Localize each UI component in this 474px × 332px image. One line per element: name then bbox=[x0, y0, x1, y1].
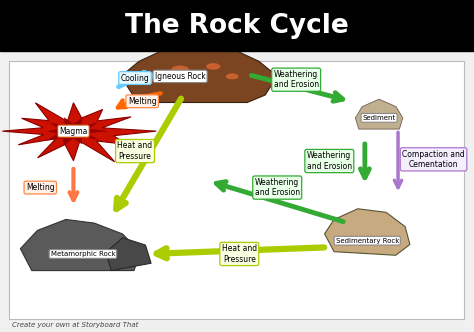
Text: Magma: Magma bbox=[59, 126, 88, 136]
Text: Melting: Melting bbox=[26, 183, 55, 192]
Polygon shape bbox=[121, 46, 277, 103]
Text: Weathering
and Erosion: Weathering and Erosion bbox=[273, 70, 319, 89]
Text: Cooling: Cooling bbox=[121, 73, 149, 83]
FancyBboxPatch shape bbox=[0, 0, 474, 51]
Polygon shape bbox=[356, 99, 403, 129]
Text: Metamorphic Rock: Metamorphic Rock bbox=[51, 251, 115, 257]
Polygon shape bbox=[20, 219, 140, 271]
Text: Create your own at Storyboard That: Create your own at Storyboard That bbox=[12, 322, 138, 328]
Text: Weathering
and Erosion: Weathering and Erosion bbox=[307, 151, 352, 171]
Text: Melting: Melting bbox=[128, 97, 156, 106]
Ellipse shape bbox=[171, 66, 189, 74]
Text: The Rock Cycle: The Rock Cycle bbox=[125, 13, 349, 39]
Text: Igneous Rock: Igneous Rock bbox=[155, 72, 205, 81]
Text: Sedimentary Rock: Sedimentary Rock bbox=[336, 238, 399, 244]
Ellipse shape bbox=[206, 63, 220, 70]
FancyBboxPatch shape bbox=[9, 61, 465, 319]
Polygon shape bbox=[106, 238, 151, 271]
Text: Compaction and
Cementation: Compaction and Cementation bbox=[402, 150, 465, 169]
Text: Sediment: Sediment bbox=[363, 115, 396, 121]
Text: Heat and
Pressure: Heat and Pressure bbox=[118, 141, 153, 161]
Ellipse shape bbox=[226, 73, 238, 79]
Text: Weathering
and Erosion: Weathering and Erosion bbox=[255, 178, 300, 197]
Text: Heat and
Pressure: Heat and Pressure bbox=[222, 244, 257, 264]
Polygon shape bbox=[2, 103, 156, 162]
Polygon shape bbox=[325, 209, 410, 255]
Polygon shape bbox=[46, 117, 109, 145]
